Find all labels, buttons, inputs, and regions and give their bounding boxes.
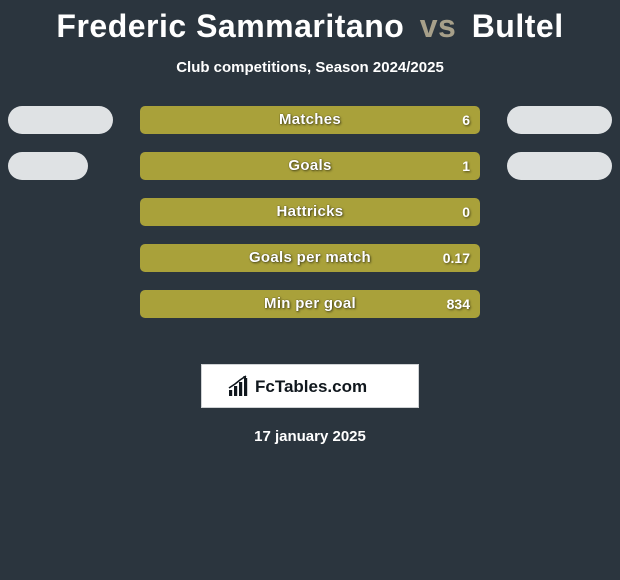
- stats-chart: Matches6Goals1Hattricks0Goals per match0…: [0, 106, 620, 336]
- stat-label: Goals per match: [140, 244, 480, 272]
- right-side-bar: [507, 152, 612, 180]
- stat-label: Goals: [140, 152, 480, 180]
- subtitle: Club competitions, Season 2024/2025: [0, 59, 620, 76]
- stat-label: Min per goal: [140, 290, 480, 318]
- stat-row: Goals per match0.17: [0, 244, 620, 272]
- player1-name: Frederic Sammaritano: [56, 8, 404, 44]
- stat-value: 0.17: [443, 244, 470, 272]
- page-title: Frederic Sammaritano vs Bultel: [0, 0, 620, 45]
- stat-value: 0: [462, 198, 470, 226]
- stat-value: 1: [462, 152, 470, 180]
- date-text: 17 january 2025: [0, 428, 620, 445]
- left-side-bar: [8, 106, 113, 134]
- stat-value: 834: [447, 290, 470, 318]
- stat-label: Hattricks: [140, 198, 480, 226]
- stat-row: Min per goal834: [0, 290, 620, 318]
- right-side-bar: [507, 106, 612, 134]
- vs-label: vs: [420, 8, 457, 44]
- stat-row: Hattricks0: [0, 198, 620, 226]
- fctables-logo-icon: FcTables.com: [225, 372, 395, 400]
- svg-text:FcTables.com: FcTables.com: [255, 377, 367, 396]
- stat-value: 6: [462, 106, 470, 134]
- player2-name: Bultel: [472, 8, 564, 44]
- stat-row: Matches6: [0, 106, 620, 134]
- left-side-bar: [8, 152, 88, 180]
- stat-row: Goals1: [0, 152, 620, 180]
- brand-box: FcTables.com: [201, 364, 419, 408]
- stat-label: Matches: [140, 106, 480, 134]
